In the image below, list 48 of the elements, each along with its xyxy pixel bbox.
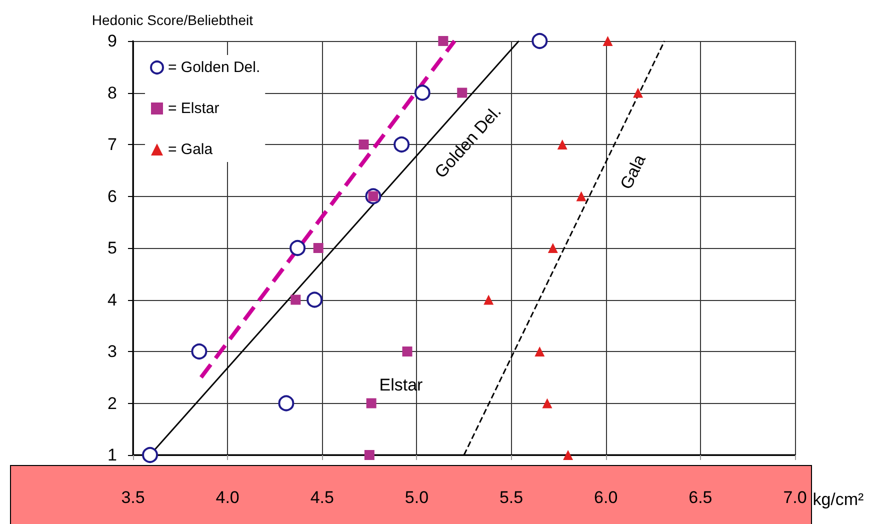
point (532, 33, 548, 49)
point (602, 36, 613, 46)
x-tick-label: 4.0 (216, 488, 240, 507)
point (402, 346, 412, 356)
point (534, 346, 545, 356)
point (364, 450, 374, 460)
y-tick-label: 2 (108, 394, 117, 413)
point (414, 84, 430, 101)
point (142, 447, 158, 463)
point (306, 292, 323, 308)
point (542, 398, 552, 408)
point (563, 450, 574, 460)
y-tick-label: 7 (108, 135, 117, 154)
point (557, 140, 568, 150)
y-tick-label: 6 (108, 186, 117, 206)
point (313, 243, 324, 253)
y-tick-label: 1 (108, 446, 117, 464)
point (191, 344, 208, 360)
x-tick-label: 6.0 (594, 488, 618, 507)
point (278, 395, 294, 412)
point (457, 88, 468, 98)
point (484, 294, 494, 305)
x-tick-label: 3.5 (121, 488, 145, 507)
x-tick-label: 5.5 (499, 488, 524, 507)
y-tick-label: 5 (108, 238, 117, 258)
y-tick-label: 3 (108, 342, 117, 361)
legend-label: = Gala (168, 141, 214, 158)
point (633, 88, 644, 98)
y-tick-label: 8 (108, 83, 117, 102)
point (290, 240, 306, 256)
point (394, 136, 410, 152)
annotation: Gala (616, 151, 650, 192)
point (366, 398, 376, 408)
point (548, 243, 558, 253)
x-axis-title: kg/cm² (812, 490, 864, 509)
x-tick-label: 7.0 (783, 488, 807, 507)
point (576, 191, 586, 202)
point (358, 140, 369, 150)
legend-label: = Golden Del. (168, 59, 260, 76)
point (290, 294, 301, 305)
x-tick-label: 6.5 (688, 488, 712, 507)
point (438, 36, 448, 46)
y-tick-label: 9 (108, 32, 117, 50)
x-tick-label: 4.5 (310, 488, 334, 507)
y-axis-title: Hedonic Score/Beliebtheit (92, 12, 254, 28)
legend-label: = Elstar (168, 100, 220, 117)
y-tick-label: 4 (108, 290, 117, 310)
x-tick-label: 5.0 (404, 488, 429, 507)
